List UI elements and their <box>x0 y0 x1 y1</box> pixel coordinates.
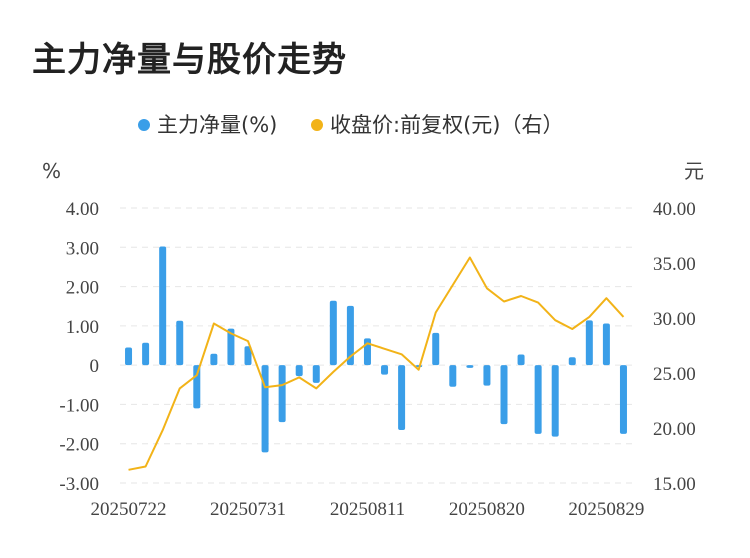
x-tick-label: 20250820 <box>449 499 525 520</box>
left-tick-label: 2.00 <box>66 278 99 299</box>
left-axis-ticks: 4.00 3.00 2.00 1.00 0 -1.00 -2.00 -3.00 <box>59 199 99 495</box>
bar <box>210 353 218 366</box>
left-tick-label: 0 <box>90 356 100 377</box>
x-axis-ticks: 20250722 20250731 20250811 20250820 20250829 <box>91 499 645 520</box>
left-tick-label: -2.00 <box>59 435 99 456</box>
bar-series <box>125 246 627 453</box>
bar <box>176 320 184 366</box>
bar <box>500 365 508 425</box>
x-tick-label: 20250731 <box>210 499 286 520</box>
right-axis-unit: 元 <box>684 159 704 183</box>
right-tick-label: 25.00 <box>653 364 696 385</box>
chart-title: 主力净量与股价走势 <box>32 40 347 80</box>
bar <box>517 354 525 366</box>
bar <box>244 346 252 366</box>
legend-label-net-flow: 主力净量(%) <box>157 113 277 137</box>
bar <box>295 365 303 377</box>
left-tick-label: 3.00 <box>66 238 99 259</box>
bar <box>585 320 593 366</box>
bar <box>193 365 201 409</box>
right-tick-label: 20.00 <box>653 419 696 440</box>
legend-label-close-price: 收盘价:前复权(元)（右） <box>330 113 563 137</box>
legend-marker-close-price <box>311 119 323 131</box>
bar <box>551 365 559 437</box>
grid <box>120 207 632 484</box>
left-tick-label: 4.00 <box>66 199 99 220</box>
legend-marker-net-flow <box>138 119 150 131</box>
legend: 主力净量(%) 收盘价:前复权(元)（右） <box>138 113 563 137</box>
right-axis-ticks: 40.00 35.00 30.00 25.00 20.00 15.00 <box>653 199 696 495</box>
bar <box>602 323 610 366</box>
bar <box>568 357 576 366</box>
bar <box>619 365 627 434</box>
bar <box>432 332 440 366</box>
x-tick-label: 20250722 <box>91 499 167 520</box>
bar <box>346 305 354 366</box>
left-tick-label: -3.00 <box>59 474 99 495</box>
bar <box>398 365 406 430</box>
bar <box>227 328 235 366</box>
bar <box>312 365 320 383</box>
right-tick-label: 40.00 <box>653 199 696 220</box>
bar <box>449 365 457 387</box>
bar <box>159 246 167 366</box>
right-tick-label: 30.00 <box>653 309 696 330</box>
x-tick-label: 20250811 <box>330 499 405 520</box>
bar <box>329 300 337 366</box>
line-series <box>128 256 625 471</box>
bar <box>534 365 542 434</box>
right-tick-label: 35.00 <box>653 254 696 275</box>
bar <box>125 347 133 366</box>
left-tick-label: 1.00 <box>66 317 99 338</box>
bar <box>483 365 491 386</box>
right-tick-label: 15.00 <box>653 474 696 495</box>
bar <box>142 342 150 366</box>
left-tick-label: -1.00 <box>59 395 99 416</box>
left-axis-unit: % <box>42 159 61 183</box>
price-line <box>128 256 625 471</box>
bar <box>466 365 474 368</box>
bar <box>381 365 389 375</box>
x-tick-label: 20250829 <box>568 499 644 520</box>
bar <box>278 365 286 423</box>
